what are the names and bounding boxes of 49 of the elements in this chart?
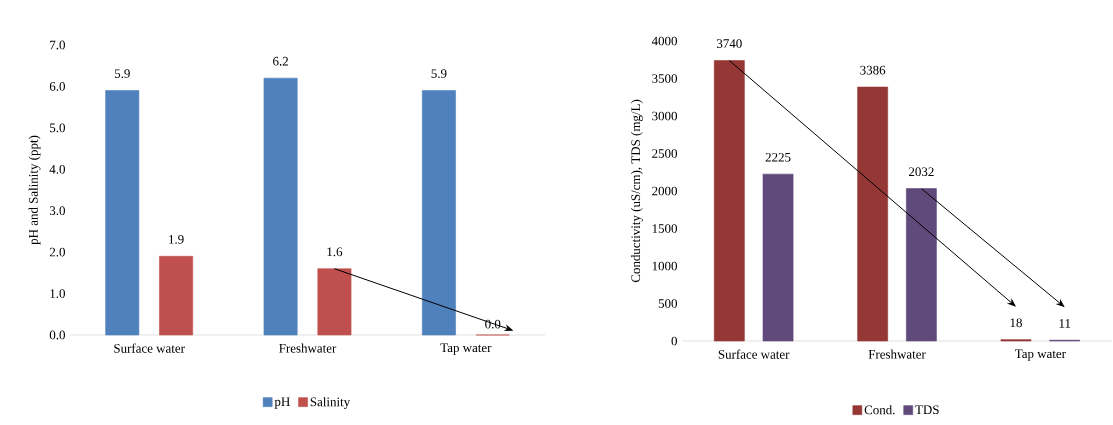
data-label: 5.9 [431, 69, 447, 79]
y-tick-label: 2000 [652, 186, 678, 196]
data-label: 1.9 [169, 235, 184, 244]
y-tick-label: 3000 [652, 111, 678, 121]
data-label: 18 [1010, 318, 1022, 328]
bar [713, 60, 745, 342]
data-label: 2032 [908, 167, 934, 177]
y-axis-title: Conductivity (uS/cm), TDS (mg/L) [630, 99, 643, 283]
bar [159, 255, 194, 336]
y-tick-label: 4000 [651, 36, 678, 46]
y-tick-label: 2.0 [49, 247, 65, 257]
y-tick-label: 1500 [652, 224, 678, 233]
legend-label: pH [274, 397, 290, 409]
y-tick-label: 0.0 [49, 330, 65, 340]
data-label: 5.9 [114, 69, 130, 79]
y-tick-label: 6.0 [49, 82, 65, 91]
y-axis-title: pH and Salinity (ppt) [28, 135, 41, 245]
bar [762, 173, 794, 342]
x-tick-label: Tap water [1014, 349, 1066, 361]
data-label: 2225 [765, 152, 791, 162]
y-tick-label: 1.0 [50, 289, 65, 298]
y-tick-label: 7.0 [50, 40, 65, 50]
y-tick-label: 500 [658, 299, 678, 308]
x-tick-label: Surface water [718, 349, 790, 359]
x-tick-label: Tap water [440, 343, 492, 355]
bar [317, 268, 352, 336]
data-label: 6.2 [273, 56, 288, 66]
x-tick-label: Freshwater [868, 349, 926, 359]
y-tick-label: 0 [671, 336, 678, 346]
y-tick-label: 1000 [652, 261, 678, 271]
legend-label: Salinity [310, 397, 351, 409]
x-tick-label: Freshwater [279, 343, 337, 353]
bar [422, 90, 456, 336]
data-label: 11 [1059, 319, 1071, 328]
x-tick-label: Surface water [114, 343, 185, 353]
data-label: 3386 [860, 65, 886, 75]
y-tick-label: 3500 [652, 74, 678, 83]
y-tick-label: 2500 [652, 149, 678, 158]
y-tick-label: 5.0 [50, 123, 65, 133]
data-label: 3740 [716, 39, 742, 48]
bar [105, 90, 140, 336]
bar [263, 77, 298, 336]
data-label: 1.6 [327, 247, 343, 257]
bar [857, 86, 888, 342]
y-tick-label: 4.0 [49, 164, 65, 174]
y-tick-label: 3.0 [49, 206, 65, 216]
bar [906, 188, 937, 342]
legend-label: TDS [915, 405, 939, 415]
legend-label: Cond. [864, 405, 895, 415]
